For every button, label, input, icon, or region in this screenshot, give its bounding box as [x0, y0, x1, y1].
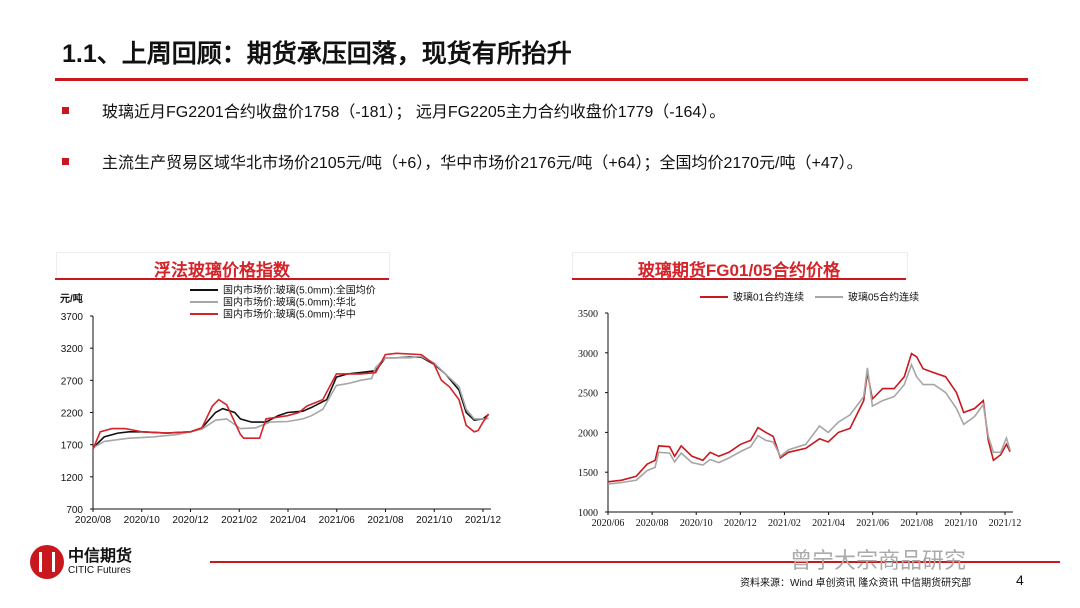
y-tick-label: 1000	[578, 508, 598, 519]
x-tick-label: 2020/06	[592, 518, 625, 529]
x-tick-label: 2021/10	[416, 515, 453, 526]
citic-logo: 中信期货 CITIC Futures	[30, 545, 132, 579]
x-tick-label: 2020/12	[172, 515, 209, 526]
x-tick-label: 2021/06	[856, 518, 889, 529]
chart-title-underline	[572, 278, 906, 280]
x-tick-label: 2021/12	[465, 515, 502, 526]
chart-title-underline	[55, 278, 389, 280]
x-tick-label: 2020/10	[124, 515, 161, 526]
y-tick-label: 3000	[578, 349, 598, 360]
legend-label: 玻璃05合约连续	[848, 291, 919, 304]
logo-cn: 中信期货	[68, 547, 133, 565]
page-number: 4	[1016, 572, 1024, 588]
bullet-text: 主流生产贸易区域华北市场价2105元/吨（+6），华中市场价2176元/吨（+6…	[102, 155, 863, 172]
series-line	[92, 352, 490, 450]
x-tick-label: 2021/04	[270, 515, 307, 526]
y-tick-label: 3200	[61, 344, 84, 355]
footer-divider	[210, 561, 1060, 563]
chart-title: 玻璃期货FG01/05合约价格	[637, 261, 841, 280]
logo-en: CITIC Futures	[68, 565, 131, 577]
x-tick-label: 2021/12	[989, 518, 1022, 529]
series-line	[92, 355, 489, 449]
series-line	[92, 356, 490, 449]
bullet-square-icon	[62, 157, 69, 165]
x-tick-label: 2021/06	[319, 515, 356, 526]
series-line	[607, 352, 1011, 483]
x-tick-label: 2021/02	[221, 515, 258, 526]
title-divider	[55, 78, 1028, 81]
x-tick-label: 2021/10	[944, 518, 977, 529]
x-tick-label: 2021/04	[812, 518, 845, 529]
legend-label: 国内市场价:玻璃(5.0mm):华中	[223, 308, 356, 321]
source-note: 资料来源：Wind 卓创资讯 隆众资讯 中信期货研究部	[740, 578, 972, 589]
citic-logo-icon	[30, 545, 64, 579]
legend-label: 国内市场价:玻璃(5.0mm):全国均价	[223, 284, 376, 297]
bullet-item: 玻璃近月FG2201合约收盘价1758（-181）； 远月FG2205主力合约收…	[62, 98, 725, 122]
y-tick-label: 1200	[61, 473, 84, 484]
x-tick-label: 2020/10	[680, 518, 713, 529]
y-axis-label: 元/吨	[60, 292, 83, 305]
y-tick-label: 1500	[578, 468, 598, 479]
y-tick-label: 3500	[578, 309, 598, 320]
y-tick-label: 2000	[578, 428, 598, 439]
chart-title-box	[56, 252, 390, 279]
x-tick-label: 2021/02	[768, 518, 801, 529]
legend-label: 国内市场价:玻璃(5.0mm):华北	[223, 296, 356, 309]
y-tick-label: 2200	[61, 409, 84, 420]
x-tick-label: 2020/08	[75, 515, 112, 526]
x-tick-label: 2021/08	[367, 515, 404, 526]
x-tick-label: 2020/08	[636, 518, 669, 529]
bullet-square-icon	[62, 106, 69, 114]
y-tick-label: 1700	[61, 441, 84, 452]
legend-label: 玻璃01合约连续	[733, 291, 804, 304]
y-tick-label: 2700	[61, 376, 84, 387]
bullet-item: 主流生产贸易区域华北市场价2105元/吨（+6），华中市场价2176元/吨（+6…	[62, 149, 863, 173]
y-tick-label: 2500	[578, 389, 598, 400]
y-tick-label: 700	[66, 505, 83, 516]
series-line	[607, 362, 1011, 485]
chart-title: 浮法玻璃价格指数	[154, 261, 290, 280]
y-tick-label: 3700	[61, 312, 84, 323]
chart-title-box	[572, 252, 908, 279]
watermark: 曾宁大宗商品研究	[790, 548, 967, 573]
bullet-text: 玻璃近月FG2201合约收盘价1758（-181）； 远月FG2205主力合约收…	[102, 104, 726, 121]
x-tick-label: 2021/08	[900, 518, 933, 529]
page-title: 1.1、上周回顾：期货承压回落，现货有所抬升	[62, 40, 572, 68]
x-tick-label: 2020/12	[724, 518, 757, 529]
